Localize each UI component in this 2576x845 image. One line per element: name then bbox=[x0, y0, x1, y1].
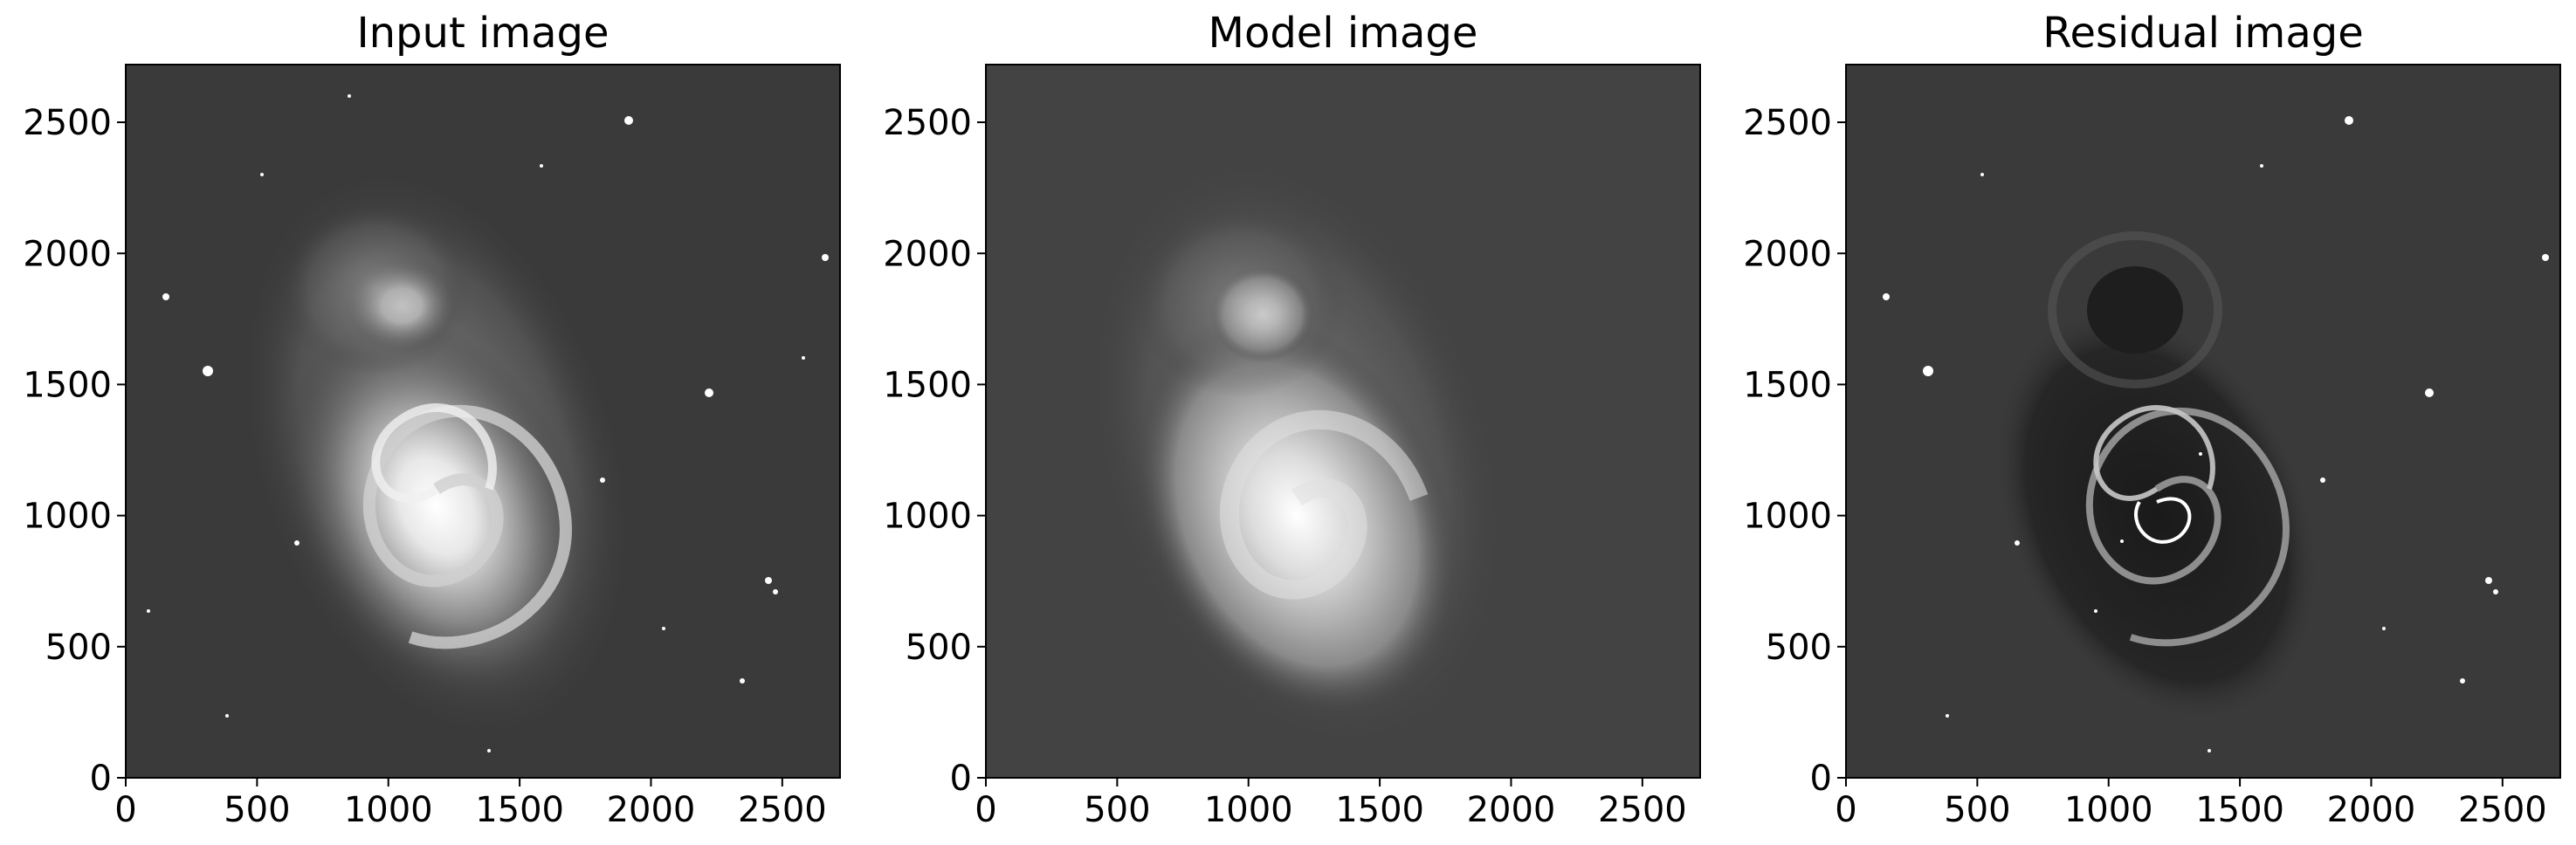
residual-xtick-label-1: 500 bbox=[1944, 790, 2010, 830]
model-ytick-label-4: 2000 bbox=[883, 234, 972, 274]
residual-ytick-label-1: 500 bbox=[1766, 628, 1832, 668]
model-image-panel bbox=[985, 64, 1701, 779]
residual-xtick-label-0: 0 bbox=[1835, 790, 1856, 830]
panel-title-residual: Residual image bbox=[2042, 9, 2364, 58]
axes-ticks: 0 500 1000 1500 2000 2500 0 500 1000 1500 2000 2500… bbox=[23, 103, 2547, 830]
input-ytick-label-4: 2000 bbox=[23, 234, 112, 274]
model-xtick-label-2: 1000 bbox=[1204, 790, 1293, 830]
input-ytick-label-1: 500 bbox=[45, 628, 112, 668]
input-xtick-label-0: 0 bbox=[114, 790, 136, 830]
model-ytick-label-5: 2500 bbox=[883, 103, 972, 143]
model-xtick-label-4: 2000 bbox=[1467, 790, 1556, 830]
residual-xtick-label-5: 2500 bbox=[2458, 790, 2547, 830]
input-image-stars bbox=[147, 94, 829, 752]
model-image-galaxy bbox=[1082, 148, 1512, 759]
residual-xtick-label-3: 1500 bbox=[2195, 790, 2284, 830]
input-ytick-label-2: 1000 bbox=[23, 497, 112, 537]
model-image-frame bbox=[985, 64, 1701, 779]
residual-ytick-label-4: 2000 bbox=[1743, 234, 1832, 274]
model-xtick-label-5: 2500 bbox=[1598, 790, 1687, 830]
residual-image-stars bbox=[1883, 116, 2549, 752]
residual-image-frame bbox=[1845, 64, 2561, 779]
input-xtick-label-1: 500 bbox=[224, 790, 290, 830]
input-ytick-label-0: 0 bbox=[90, 759, 112, 799]
residual-ytick-label-5: 2500 bbox=[1743, 103, 1832, 143]
residual-image-panel bbox=[1845, 64, 2561, 779]
input-ytick-label-3: 1500 bbox=[23, 365, 112, 405]
model-ytick-label-0: 0 bbox=[950, 759, 972, 799]
input-xtick-label-4: 2000 bbox=[607, 790, 696, 830]
input-ytick-label-5: 2500 bbox=[23, 103, 112, 143]
residual-image-galaxy bbox=[1883, 116, 2549, 752]
model-xtick-label-0: 0 bbox=[975, 790, 996, 830]
input-xtick-label-2: 1000 bbox=[344, 790, 433, 830]
residual-ytick-label-3: 1500 bbox=[1743, 365, 1832, 405]
model-ytick-label-3: 1500 bbox=[883, 365, 972, 405]
model-ytick-label-1: 500 bbox=[906, 628, 972, 668]
input-xtick-label-5: 2500 bbox=[738, 790, 827, 830]
residual-ytick-label-0: 0 bbox=[1810, 759, 1832, 799]
panel-title-model: Model image bbox=[1208, 9, 1478, 58]
model-ytick-label-2: 1000 bbox=[883, 497, 972, 537]
input-xtick-label-3: 1500 bbox=[475, 790, 564, 830]
model-xtick-label-1: 500 bbox=[1084, 790, 1150, 830]
residual-xtick-label-4: 2000 bbox=[2327, 790, 2416, 830]
model-xtick-label-3: 1500 bbox=[1335, 790, 1424, 830]
panel-title-input: Input image bbox=[356, 9, 610, 58]
input-image-galaxy bbox=[147, 94, 829, 752]
residual-ytick-label-2: 1000 bbox=[1743, 497, 1832, 537]
input-image-panel bbox=[125, 64, 841, 779]
residual-xtick-label-2: 1000 bbox=[2064, 790, 2153, 830]
input-image-frame bbox=[125, 64, 841, 779]
